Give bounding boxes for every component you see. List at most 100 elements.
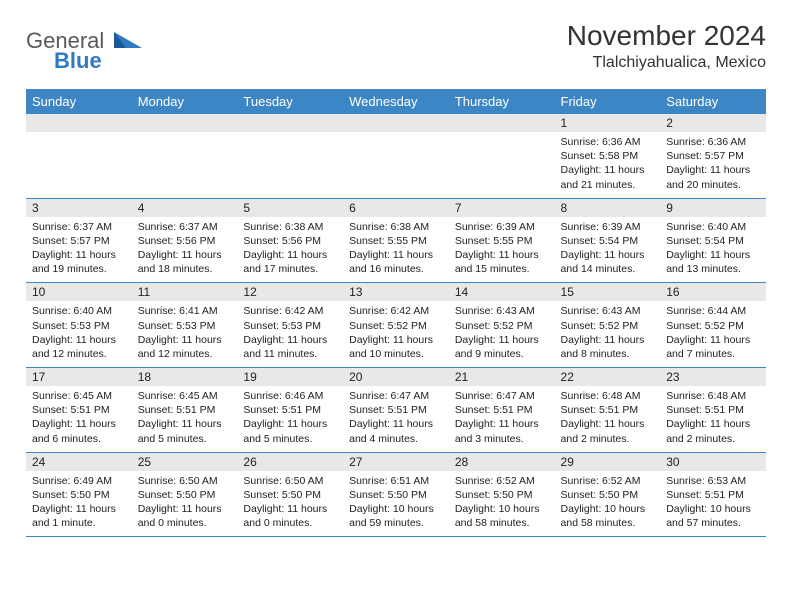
day-details: Sunrise: 6:37 AMSunset: 5:57 PMDaylight:…: [26, 217, 132, 283]
daylight-text: Daylight: 11 hours and 17 minutes.: [243, 248, 337, 276]
day-number: [449, 114, 555, 132]
daylight-text: Daylight: 10 hours and 58 minutes.: [561, 502, 655, 530]
logo: General Blue: [26, 26, 146, 75]
sunset-text: Sunset: 5:57 PM: [32, 234, 126, 248]
sunset-text: Sunset: 5:56 PM: [138, 234, 232, 248]
day-cell: 8Sunrise: 6:39 AMSunset: 5:54 PMDaylight…: [555, 198, 661, 283]
day-cell: 29Sunrise: 6:52 AMSunset: 5:50 PMDayligh…: [555, 452, 661, 537]
sunrise-text: Sunrise: 6:43 AM: [561, 304, 655, 318]
sunrise-text: Sunrise: 6:52 AM: [455, 474, 549, 488]
day-number: 24: [26, 453, 132, 471]
daylight-text: Daylight: 11 hours and 19 minutes.: [32, 248, 126, 276]
daylight-text: Daylight: 11 hours and 5 minutes.: [243, 417, 337, 445]
day-number: 8: [555, 199, 661, 217]
day-details: Sunrise: 6:47 AMSunset: 5:51 PMDaylight:…: [343, 386, 449, 452]
daylight-text: Daylight: 11 hours and 12 minutes.: [138, 333, 232, 361]
day-details: Sunrise: 6:39 AMSunset: 5:54 PMDaylight:…: [555, 217, 661, 283]
day-number: 14: [449, 283, 555, 301]
sunrise-text: Sunrise: 6:46 AM: [243, 389, 337, 403]
sunrise-text: Sunrise: 6:40 AM: [666, 220, 760, 234]
day-details: Sunrise: 6:42 AMSunset: 5:53 PMDaylight:…: [237, 301, 343, 367]
day-cell: [343, 114, 449, 199]
sunrise-text: Sunrise: 6:36 AM: [666, 135, 760, 149]
daylight-text: Daylight: 11 hours and 15 minutes.: [455, 248, 549, 276]
day-number: 9: [660, 199, 766, 217]
sunrise-text: Sunrise: 6:45 AM: [138, 389, 232, 403]
day-number: 18: [132, 368, 238, 386]
day-number: 2: [660, 114, 766, 132]
sunset-text: Sunset: 5:53 PM: [32, 319, 126, 333]
day-header: Thursday: [449, 90, 555, 114]
day-cell: 27Sunrise: 6:51 AMSunset: 5:50 PMDayligh…: [343, 452, 449, 537]
day-cell: 7Sunrise: 6:39 AMSunset: 5:55 PMDaylight…: [449, 198, 555, 283]
sunrise-text: Sunrise: 6:36 AM: [561, 135, 655, 149]
day-cell: 1Sunrise: 6:36 AMSunset: 5:58 PMDaylight…: [555, 114, 661, 199]
day-cell: 22Sunrise: 6:48 AMSunset: 5:51 PMDayligh…: [555, 368, 661, 453]
day-cell: 21Sunrise: 6:47 AMSunset: 5:51 PMDayligh…: [449, 368, 555, 453]
daylight-text: Daylight: 10 hours and 57 minutes.: [666, 502, 760, 530]
sunset-text: Sunset: 5:51 PM: [32, 403, 126, 417]
day-details: Sunrise: 6:42 AMSunset: 5:52 PMDaylight:…: [343, 301, 449, 367]
week-row: 17Sunrise: 6:45 AMSunset: 5:51 PMDayligh…: [26, 368, 766, 453]
day-details: [26, 132, 132, 141]
day-details: Sunrise: 6:38 AMSunset: 5:55 PMDaylight:…: [343, 217, 449, 283]
day-header: Wednesday: [343, 90, 449, 114]
daylight-text: Daylight: 11 hours and 9 minutes.: [455, 333, 549, 361]
day-cell: 3Sunrise: 6:37 AMSunset: 5:57 PMDaylight…: [26, 198, 132, 283]
day-number: 21: [449, 368, 555, 386]
sunset-text: Sunset: 5:50 PM: [243, 488, 337, 502]
day-number: [132, 114, 238, 132]
sunset-text: Sunset: 5:51 PM: [666, 403, 760, 417]
sunset-text: Sunset: 5:54 PM: [666, 234, 760, 248]
day-number: 22: [555, 368, 661, 386]
week-row: 10Sunrise: 6:40 AMSunset: 5:53 PMDayligh…: [26, 283, 766, 368]
day-details: Sunrise: 6:50 AMSunset: 5:50 PMDaylight:…: [132, 471, 238, 537]
week-row: 24Sunrise: 6:49 AMSunset: 5:50 PMDayligh…: [26, 452, 766, 537]
day-details: [132, 132, 238, 141]
day-details: Sunrise: 6:52 AMSunset: 5:50 PMDaylight:…: [449, 471, 555, 537]
day-cell: 25Sunrise: 6:50 AMSunset: 5:50 PMDayligh…: [132, 452, 238, 537]
day-header: Saturday: [660, 90, 766, 114]
day-cell: 2Sunrise: 6:36 AMSunset: 5:57 PMDaylight…: [660, 114, 766, 199]
sunrise-text: Sunrise: 6:42 AM: [243, 304, 337, 318]
sunrise-text: Sunrise: 6:39 AM: [455, 220, 549, 234]
day-cell: 9Sunrise: 6:40 AMSunset: 5:54 PMDaylight…: [660, 198, 766, 283]
sunrise-text: Sunrise: 6:38 AM: [349, 220, 443, 234]
sunrise-text: Sunrise: 6:50 AM: [243, 474, 337, 488]
day-number: 26: [237, 453, 343, 471]
day-details: Sunrise: 6:45 AMSunset: 5:51 PMDaylight:…: [26, 386, 132, 452]
day-details: Sunrise: 6:46 AMSunset: 5:51 PMDaylight:…: [237, 386, 343, 452]
day-details: Sunrise: 6:40 AMSunset: 5:54 PMDaylight:…: [660, 217, 766, 283]
sunrise-text: Sunrise: 6:44 AM: [666, 304, 760, 318]
day-details: Sunrise: 6:51 AMSunset: 5:50 PMDaylight:…: [343, 471, 449, 537]
day-number: 23: [660, 368, 766, 386]
daylight-text: Daylight: 11 hours and 20 minutes.: [666, 163, 760, 191]
daylight-text: Daylight: 11 hours and 14 minutes.: [561, 248, 655, 276]
day-number: 17: [26, 368, 132, 386]
sunset-text: Sunset: 5:55 PM: [349, 234, 443, 248]
sunrise-text: Sunrise: 6:53 AM: [666, 474, 760, 488]
sunrise-text: Sunrise: 6:50 AM: [138, 474, 232, 488]
day-details: Sunrise: 6:52 AMSunset: 5:50 PMDaylight:…: [555, 471, 661, 537]
daylight-text: Daylight: 11 hours and 3 minutes.: [455, 417, 549, 445]
sunrise-text: Sunrise: 6:48 AM: [561, 389, 655, 403]
month-title: November 2024: [567, 20, 766, 52]
day-cell: 5Sunrise: 6:38 AMSunset: 5:56 PMDaylight…: [237, 198, 343, 283]
day-cell: 4Sunrise: 6:37 AMSunset: 5:56 PMDaylight…: [132, 198, 238, 283]
sunset-text: Sunset: 5:53 PM: [243, 319, 337, 333]
day-details: Sunrise: 6:40 AMSunset: 5:53 PMDaylight:…: [26, 301, 132, 367]
day-number: 3: [26, 199, 132, 217]
sunset-text: Sunset: 5:52 PM: [455, 319, 549, 333]
daylight-text: Daylight: 11 hours and 12 minutes.: [32, 333, 126, 361]
day-details: Sunrise: 6:44 AMSunset: 5:52 PMDaylight:…: [660, 301, 766, 367]
sunset-text: Sunset: 5:55 PM: [455, 234, 549, 248]
sunset-text: Sunset: 5:58 PM: [561, 149, 655, 163]
day-number: 25: [132, 453, 238, 471]
day-cell: 12Sunrise: 6:42 AMSunset: 5:53 PMDayligh…: [237, 283, 343, 368]
day-header: Monday: [132, 90, 238, 114]
day-number: 15: [555, 283, 661, 301]
day-cell: 17Sunrise: 6:45 AMSunset: 5:51 PMDayligh…: [26, 368, 132, 453]
day-number: 10: [26, 283, 132, 301]
day-details: Sunrise: 6:37 AMSunset: 5:56 PMDaylight:…: [132, 217, 238, 283]
day-details: Sunrise: 6:43 AMSunset: 5:52 PMDaylight:…: [555, 301, 661, 367]
